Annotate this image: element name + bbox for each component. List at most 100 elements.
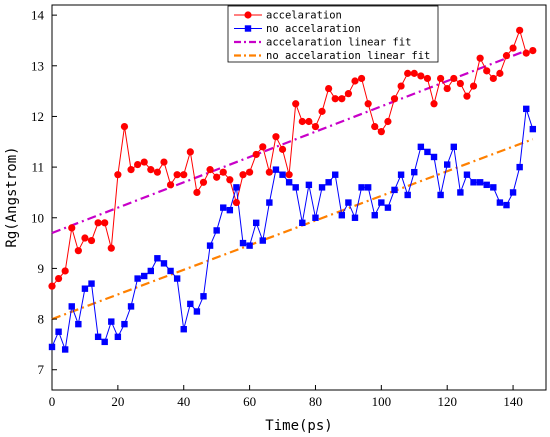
accelaration-point (305, 117, 313, 126)
accelaration-point (450, 74, 458, 83)
accelaration-point (81, 234, 89, 242)
no-accelaration-point (266, 199, 273, 206)
no-accelaration-point (424, 148, 431, 156)
accelaration-point (193, 188, 201, 197)
no-accelaration-point (154, 255, 161, 262)
accelaration-point (272, 133, 280, 141)
no-accelaration-point (305, 181, 313, 189)
accelaration-point (489, 74, 497, 83)
no-accelaration-point (173, 275, 181, 282)
accelaration-point (252, 150, 260, 159)
y-tick-label: 13 (31, 58, 44, 73)
x-tick-label: 120 (437, 394, 457, 409)
accelaration-point (390, 95, 399, 103)
accelaration-point (384, 117, 392, 126)
accelaration-point (463, 92, 471, 100)
no-accelaration-point (61, 346, 69, 353)
no-accelaration-point (332, 171, 339, 178)
no-accelaration-point (371, 212, 378, 219)
y-axis-title: Rg(Angstrom) (4, 146, 20, 247)
no-accelaration-point (338, 212, 346, 219)
accelaration-point (246, 168, 254, 176)
accelaration-point (338, 95, 346, 103)
no-accelaration-point (279, 171, 286, 178)
accelaration-point (371, 122, 379, 131)
no-accelaration-point (476, 179, 484, 186)
accelaration-point (166, 181, 175, 189)
no-accelaration-point (312, 214, 319, 221)
accelaration-point (94, 219, 102, 227)
accelaration-point (107, 244, 115, 252)
accelaration-point (437, 74, 445, 83)
no-accelaration-point (233, 184, 240, 191)
no-accelaration-point (437, 191, 444, 199)
accelaration-point (180, 171, 188, 179)
accelaration-point (68, 224, 76, 232)
accelaration-point (173, 171, 181, 179)
accelaration-point (61, 267, 69, 275)
x-axis: 0 20 40 60 80 100 120 140 (49, 385, 523, 409)
no-accelaration-point (94, 333, 102, 341)
y-tick-label: 9 (38, 261, 45, 276)
no-accelaration-point (121, 320, 128, 328)
accelaration-point (364, 100, 372, 108)
accelaration-point (147, 166, 155, 174)
no-accelaration-point (292, 184, 299, 191)
no-accelaration-point (490, 184, 497, 191)
no-accelaration-point (325, 179, 332, 186)
no-accelaration-point (160, 260, 168, 267)
accelaration-point (74, 247, 82, 255)
no-accelaration-point (417, 143, 425, 151)
accelaration-point (397, 82, 405, 90)
fit-lines (51, 47, 534, 321)
y-tick-label: 10 (31, 210, 44, 225)
no-accelaration-point (345, 199, 352, 206)
accelaration-point (199, 178, 208, 186)
no-accelaration-point (496, 199, 504, 206)
x-tick-label: 80 (309, 394, 322, 409)
no-accelaration-point (384, 204, 392, 211)
no-accelaration-point (450, 143, 457, 151)
no-accelaration-point (483, 181, 490, 189)
y-tick-label: 12 (31, 109, 44, 124)
accelaration-point (502, 52, 511, 60)
no-accelaration-point (200, 293, 207, 300)
no-accelaration-point (114, 333, 122, 341)
accelaration-point (529, 46, 537, 55)
no-accelaration-point (108, 318, 115, 325)
no-accelaration-point (318, 184, 326, 191)
accelaration-point (127, 166, 135, 174)
accelaration-point (377, 128, 385, 136)
no-accelaration-point (48, 343, 56, 351)
accelaration-point (443, 84, 451, 93)
accelaration-point (48, 282, 56, 290)
accelaration-point (239, 171, 247, 179)
legend-marker-no-accelaration (244, 25, 252, 32)
no-accelaration-point (180, 326, 187, 333)
accelaration-point (404, 69, 412, 77)
accelaration-point (219, 168, 227, 176)
x-tick-label: 0 (49, 394, 56, 409)
no-accelaration-point (457, 189, 464, 196)
no-accelaration-point (220, 204, 227, 211)
y-tick-label: 11 (31, 160, 44, 175)
no-accelaration-point (81, 285, 89, 292)
accelaration-point (153, 168, 161, 176)
accelaration-point (417, 72, 425, 80)
legend-label: no accelaration linear fit (266, 50, 430, 62)
no-accelaration-point (411, 168, 418, 176)
legend-marker-accelaration (244, 11, 252, 19)
accelaration-point (206, 166, 214, 174)
accelaration-point (285, 171, 293, 179)
accelaration-point (522, 49, 530, 57)
accelaration-point (351, 77, 359, 85)
accelaration-point (456, 79, 464, 88)
accelaration-point (331, 95, 339, 103)
no-accelaration-point (364, 184, 372, 191)
accelaration-point (476, 54, 484, 62)
legend-label: no accelaration (266, 23, 361, 35)
accelaration-point (120, 122, 129, 131)
accelaration-point (423, 74, 432, 83)
